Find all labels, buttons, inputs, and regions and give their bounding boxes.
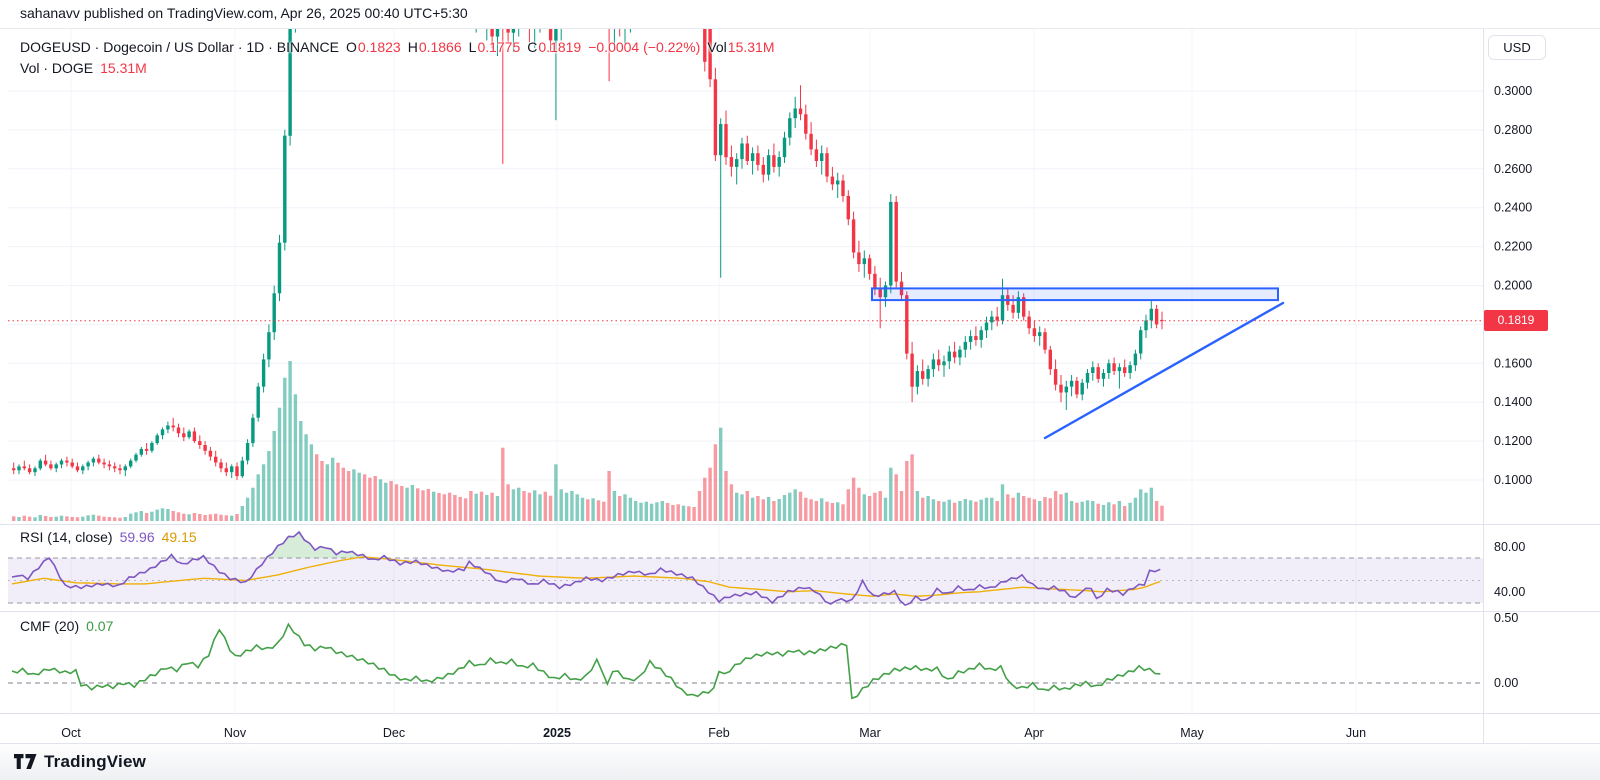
high-label: H	[407, 39, 418, 55]
pane-separators	[0, 29, 1600, 744]
svg-text:0.1200: 0.1200	[1494, 434, 1532, 448]
last-price-badge: 0.1819	[1484, 310, 1548, 331]
svg-text:2025: 2025	[543, 726, 571, 740]
volume-legend-row: Vol · DOGE 15.31M	[20, 60, 147, 76]
attribution-text: sahanavv published on TradingView.com, A…	[20, 5, 468, 21]
price-axis-labels[interactable]: 0.3000 0.2800 0.2600 0.2400 0.2200 0.2000 0.16…	[1494, 84, 1532, 690]
cmf-label: CMF (20)	[20, 618, 80, 634]
change-value: −0.0004 (−0.22%)	[588, 39, 701, 55]
cmf-pane	[8, 622, 1483, 700]
rsi-pane	[8, 530, 1483, 607]
volume-label: Vol	[707, 39, 727, 55]
open-label: O	[345, 39, 357, 55]
volume-value: 15.31M	[727, 39, 775, 55]
svg-text:Jun: Jun	[1346, 726, 1366, 740]
time-axis-labels[interactable]: Oct Nov Dec 2025 Feb Mar Apr May Jun	[61, 726, 1366, 740]
svg-text:40.00: 40.00	[1494, 585, 1525, 599]
svg-text:0.2800: 0.2800	[1494, 123, 1532, 137]
volume-layer	[12, 361, 1164, 521]
svg-text:0.50: 0.50	[1494, 611, 1518, 625]
candles-layer	[12, 29, 1164, 480]
svg-text:0.2600: 0.2600	[1494, 162, 1532, 176]
attribution-bar: sahanavv published on TradingView.com, A…	[0, 0, 1600, 28]
currency-toggle-button[interactable]: USD	[1488, 35, 1546, 60]
svg-text:Nov: Nov	[224, 726, 247, 740]
svg-text:Mar: Mar	[859, 726, 881, 740]
grid-layer	[8, 29, 1483, 713]
svg-text:0.2000: 0.2000	[1494, 279, 1532, 293]
symbol-title: DOGEUSD · Dogecoin / US Dollar · 1D · BI…	[20, 39, 339, 55]
chart-canvas[interactable]: 0.3000 0.2800 0.2600 0.2400 0.2200 0.2000 0.16…	[0, 29, 1600, 744]
symbol-legend-row: DOGEUSD · Dogecoin / US Dollar · 1D · BI…	[20, 39, 774, 55]
tradingview-logo-icon	[14, 754, 37, 769]
close-label: C	[527, 39, 538, 55]
volume-indicator-label: Vol · DOGE	[20, 60, 94, 76]
footer-bar: TradingView	[0, 743, 1600, 780]
rsi-label: RSI (14, close)	[20, 529, 113, 545]
svg-text:Apr: Apr	[1024, 726, 1043, 740]
cmf-legend-row: CMF (20) 0.07	[20, 618, 113, 634]
rsi-legend-row: RSI (14, close) 59.96 49.15	[20, 529, 197, 545]
tradingview-logo[interactable]: TradingView	[14, 752, 146, 772]
low-label: L	[468, 39, 477, 55]
svg-text:Feb: Feb	[708, 726, 730, 740]
svg-text:0.1600: 0.1600	[1494, 356, 1532, 370]
svg-text:0.3000: 0.3000	[1494, 84, 1532, 98]
low-value: 0.1775	[477, 39, 521, 55]
svg-text:0.2400: 0.2400	[1494, 201, 1532, 215]
rsi-ma-value: 49.15	[161, 529, 197, 545]
svg-text:0.2200: 0.2200	[1494, 240, 1532, 254]
svg-text:0.1400: 0.1400	[1494, 395, 1532, 409]
svg-text:80.00: 80.00	[1494, 540, 1525, 554]
svg-text:May: May	[1180, 726, 1204, 740]
cmf-value: 0.07	[86, 618, 114, 634]
svg-text:Oct: Oct	[61, 726, 81, 740]
svg-text:0.1000: 0.1000	[1494, 473, 1532, 487]
close-value: 0.1819	[538, 39, 582, 55]
resistance-zone-rect	[871, 287, 1279, 302]
rsi-value: 59.96	[119, 529, 155, 545]
high-value: 0.1866	[418, 39, 462, 55]
tradingview-logo-text: TradingView	[44, 752, 147, 771]
svg-text:Dec: Dec	[383, 726, 405, 740]
volume-indicator-value: 15.31M	[100, 60, 147, 76]
ascending-trendline	[1043, 301, 1285, 440]
chart-widget[interactable]: 0.3000 0.2800 0.2600 0.2400 0.2200 0.2000 0.16…	[0, 28, 1600, 744]
drawings-layer[interactable]	[871, 287, 1285, 440]
open-value: 0.1823	[357, 39, 401, 55]
svg-text:0.00: 0.00	[1494, 676, 1518, 690]
